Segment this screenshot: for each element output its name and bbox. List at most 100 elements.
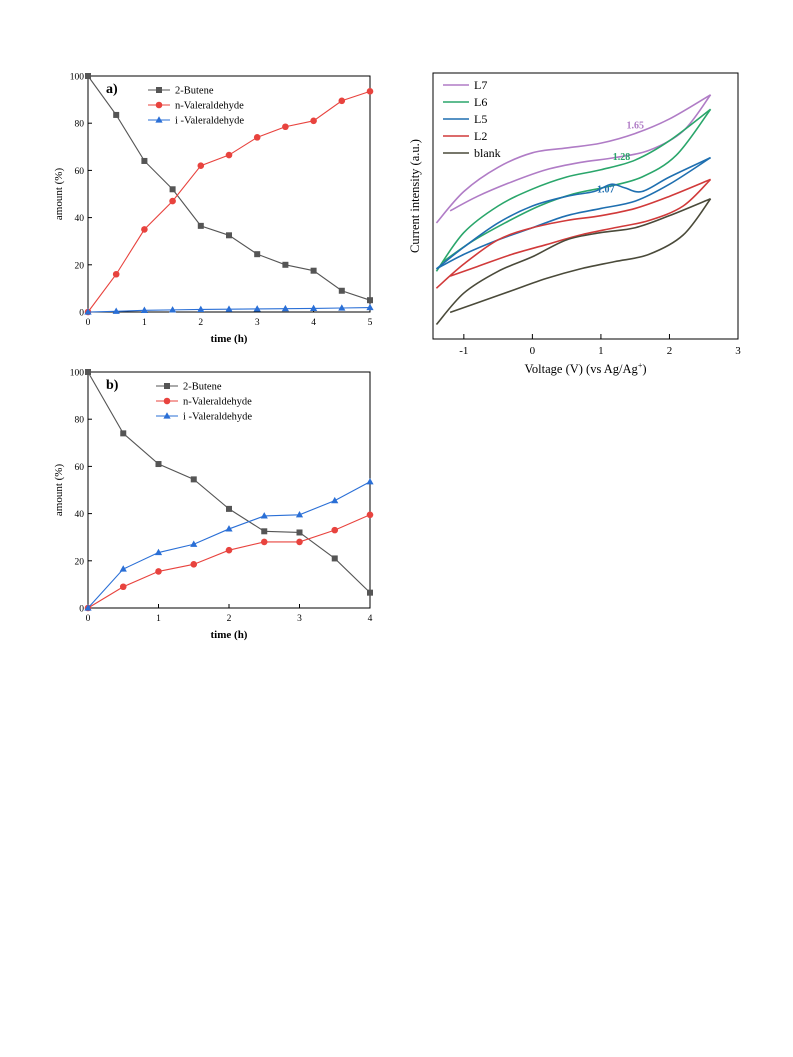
cv-x-tick-label: 2 (667, 345, 673, 357)
chart-a-data-point (366, 303, 374, 311)
cv-x-axis-label-sup: + (638, 361, 643, 370)
chart-a-legend-label: i -Valeraldehyde (175, 116, 244, 127)
chart-b-data-point (190, 561, 198, 568)
chart-a-data-point (282, 261, 289, 268)
chart-a-y-tick-label: 20 (75, 261, 85, 271)
chart-a-data-point (310, 267, 317, 274)
chart-a-data-point (253, 134, 261, 141)
chart-a-y-tick-label: 40 (75, 214, 85, 224)
chart-a-y-axis-label: amount (%) (53, 168, 65, 221)
chart-a-data-point (254, 251, 261, 258)
chart-b-data-point (331, 526, 339, 534)
cv-x-axis-label: Voltage (V) (vs Ag/Ag+) (525, 361, 647, 376)
chart-b-x-tick-label: 1 (156, 614, 161, 624)
chart-a-x-tick-label: 2 (198, 318, 203, 328)
chart-a-data-point (310, 117, 317, 125)
chart-a-data-point (282, 123, 289, 131)
chart-panel-b: 0 1 2 3 4 0 20 40 60 80 100 time (h) amount (%) b) 2-B… (50, 364, 390, 654)
chart-a-x-tick-label: 5 (368, 318, 373, 328)
chart-a-data-point (169, 306, 177, 313)
chart-b-series-2 (84, 477, 374, 611)
cv-forward-scan (435, 94, 711, 224)
chart-b-panel-label: b) (106, 378, 119, 393)
chart-b-x-tick-label: 2 (227, 614, 232, 624)
chart-a-data-point (197, 222, 204, 229)
chart-b-x-tick-label: 4 (368, 614, 373, 624)
chart-b-y-tick-label: 40 (75, 510, 85, 520)
chart-a-x-tick-label: 3 (255, 318, 260, 328)
cv-series-2 (435, 156, 712, 270)
chart-a-data-point (366, 88, 374, 95)
chart-a-data-point (197, 305, 205, 313)
chart-a-series-2 (84, 303, 374, 315)
chart-a-data-point (338, 97, 346, 105)
chart-b-legend-label: n-Valeraldehyde (183, 397, 252, 408)
chart-a-series-1 (84, 88, 374, 316)
chart-b-data-point (154, 548, 163, 556)
chart-a-y-tick-label: 80 (75, 120, 85, 130)
cv-series-3 (435, 178, 712, 289)
chart-b-data-point (226, 505, 232, 512)
cv-reverse-scan (449, 178, 712, 277)
cv-y-axis-label: Current intensity (a.u.) (408, 139, 422, 253)
cv-reverse-scan (436, 156, 712, 270)
chart-a-panel-label: a) (106, 82, 118, 97)
chart-a-data-point (281, 304, 289, 312)
chart-a-data-point (197, 162, 205, 169)
chart-b-legend-label: i -Valeraldehyde (183, 412, 252, 423)
chart-b-y-tick-label: 20 (75, 557, 85, 567)
chart-a-legend-label: 2-Butene (175, 86, 214, 97)
chart-b-data-point (296, 529, 303, 536)
cv-x-tick-label: 0 (530, 345, 536, 357)
chart-b-data-point (190, 476, 197, 483)
chart-b-y-tick-label: 0 (79, 605, 84, 615)
cv-forward-scan (435, 156, 711, 270)
chart-b-data-point (225, 546, 233, 554)
cv-legend-label: L5 (474, 112, 487, 126)
chart-b-data-point (295, 510, 304, 518)
chart-b-x-tick-label: 0 (86, 614, 91, 624)
cv-x-tick-label: -1 (459, 345, 468, 357)
chart-a-data-point (338, 304, 346, 311)
chart-a-plot-frame (87, 75, 371, 313)
chart-b-data-point (155, 461, 162, 468)
chart-a-data-point (140, 306, 148, 313)
chart-a-legend-label: n-Valeraldehyde (175, 101, 244, 112)
chart-b-data-point (119, 583, 127, 591)
chart-a-data-point (169, 197, 176, 205)
chart-a-series-0 (85, 73, 373, 304)
chart-b-data-point (85, 369, 91, 375)
chart-b-series-line (87, 481, 371, 609)
cv-legend-label: L6 (474, 95, 487, 109)
chart-cv-svg: -1 0 1 2 3 Voltage (V) (vs Ag/Ag+) Current int… (408, 72, 741, 376)
cv-legend-label: blank (474, 146, 501, 160)
chart-b-data-point (84, 604, 92, 611)
chart-b-data-point (331, 496, 339, 504)
chart-a-data-point (141, 226, 148, 233)
chart-b-data-point (120, 430, 127, 437)
chart-b-data-point (261, 528, 268, 535)
chart-a-y-tick-label: 60 (75, 167, 85, 177)
chart-a-data-point (141, 157, 148, 164)
chart-b-legend-marker (164, 383, 170, 389)
chart-b-legend-marker (163, 397, 171, 405)
cv-peak-annotation: 1.65 (626, 121, 644, 132)
chart-a-data-point (84, 308, 92, 315)
chart-b-data-point (366, 511, 374, 519)
chart-a-data-point (226, 232, 232, 239)
chart-b-data-point (155, 568, 162, 575)
chart-b-data-point (260, 512, 268, 519)
chart-a-svg: 0 1 2 3 4 5 0 20 40 60 80 100 time (h) amount (%) a) 2-… (53, 73, 374, 345)
chart-b-y-tick-label: 60 (75, 463, 85, 473)
chart-a-data-point (253, 305, 261, 312)
chart-b-data-point (119, 565, 127, 572)
chart-b-x-axis-label: time (h) (211, 629, 248, 641)
chart-a-legend-marker (156, 87, 162, 93)
chart-b-y-axis-label: amount (%) (53, 464, 65, 517)
cv-plot-frame (432, 72, 739, 340)
chart-b-data-point (190, 540, 198, 547)
chart-a-data-point (112, 307, 120, 314)
cv-reverse-scan (449, 198, 712, 314)
chart-a-y-tick-label: 0 (79, 309, 84, 319)
